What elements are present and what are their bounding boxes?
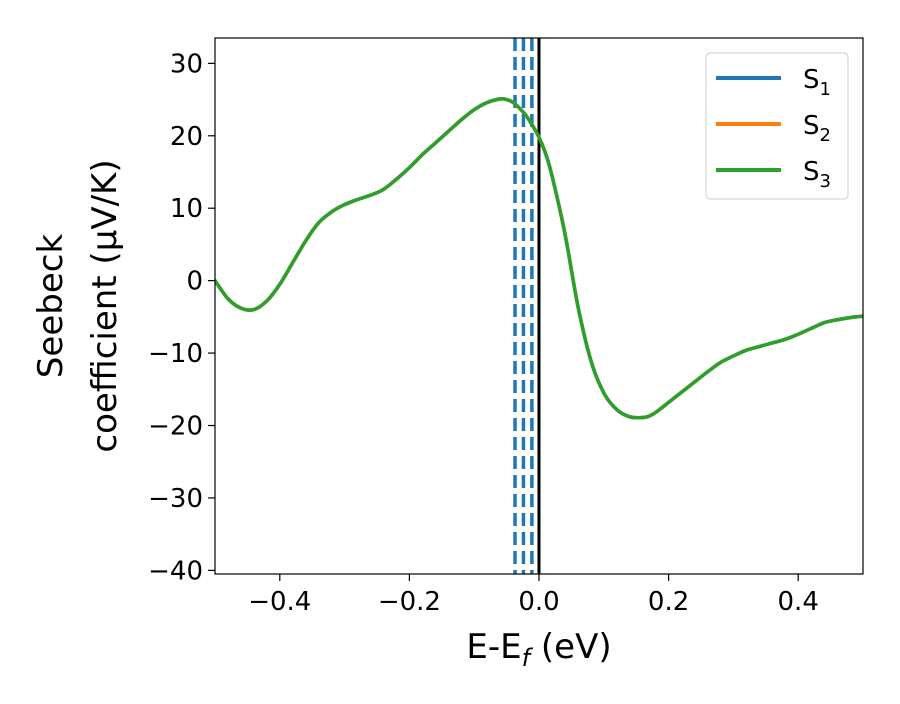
y-axis-ticks: −40 −30 −20 −10 0 10 20 30 — [148, 49, 215, 586]
y-axis-label-line2: coefficient (μV/K) — [85, 159, 125, 452]
x-axis-label-base: E-E — [466, 627, 521, 667]
y-tick-label: 30 — [170, 49, 203, 79]
legend-label-subscript: 1 — [820, 79, 831, 100]
x-axis-label-suffix: (eV) — [530, 627, 612, 667]
series-lines — [215, 96, 863, 420]
y-tick-label: 0 — [186, 267, 203, 297]
legend-label-base: S — [803, 65, 820, 95]
series-line-s3 — [215, 96, 863, 420]
y-axis-label-line1: Seebeck — [31, 234, 71, 379]
y-tick-label: 20 — [170, 122, 203, 152]
legend-label-s3: S3 — [803, 157, 831, 192]
legend-label-s2: S2 — [803, 111, 831, 146]
x-tick-label: 0.4 — [778, 587, 819, 617]
legend-label-base: S — [803, 157, 820, 187]
legend-label-subscript: 2 — [820, 125, 831, 146]
legend-label-s1: S1 — [803, 65, 831, 100]
reference-lines — [513, 38, 541, 574]
x-axis-ticks: −0.4 −0.2 0.0 0.2 0.4 — [248, 574, 819, 617]
x-tick-label: −0.2 — [378, 587, 441, 617]
legend-label-subscript: 3 — [820, 171, 831, 192]
y-tick-label: −40 — [148, 556, 203, 586]
x-tick-label: 0.0 — [518, 587, 559, 617]
x-axis-label: E-Ef (eV) — [466, 627, 611, 672]
x-tick-label: −0.4 — [248, 587, 311, 617]
y-axis-label: Seebeck coefficient (μV/K) — [31, 159, 125, 452]
y-tick-label: −30 — [148, 484, 203, 514]
y-tick-label: −10 — [148, 339, 203, 369]
x-tick-label: 0.2 — [648, 587, 689, 617]
legend-label-base: S — [803, 111, 820, 141]
y-tick-label: 10 — [170, 194, 203, 224]
y-tick-label: −20 — [148, 412, 203, 442]
